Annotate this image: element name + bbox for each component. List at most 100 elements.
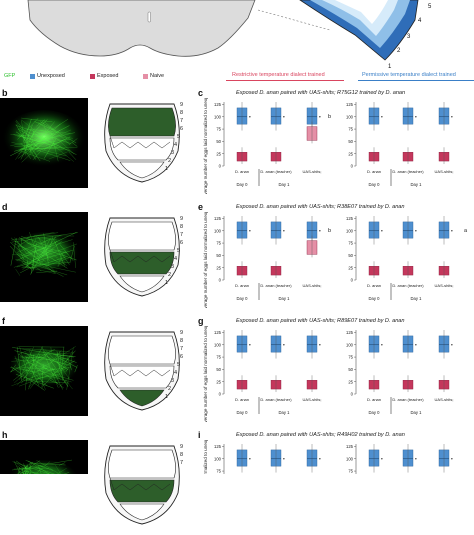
x-group-label: D. anan bbox=[367, 169, 381, 174]
chart-title: Exposed D. anan paired with UAS-shits; R… bbox=[236, 318, 405, 324]
day-label: Day 0 bbox=[237, 410, 249, 415]
significance-marker: • bbox=[415, 115, 417, 121]
significance-marker: • bbox=[451, 229, 453, 235]
day-label: Day 1 bbox=[411, 410, 423, 415]
panel-letter: i bbox=[198, 430, 201, 440]
x-group-label: D. anan bbox=[235, 169, 249, 174]
layer-number: 7 bbox=[180, 232, 183, 238]
y-tick-label: 125 bbox=[346, 216, 354, 221]
day-label: Day 1 bbox=[411, 182, 423, 187]
layer-number: 1 bbox=[165, 280, 168, 286]
x-group-label: D. anan bbox=[235, 397, 249, 402]
y-tick-label: 25 bbox=[216, 379, 221, 384]
x-group-label: UAS-shits; bbox=[303, 397, 322, 402]
layer-number: 2 bbox=[168, 386, 171, 392]
panel-letter: e bbox=[198, 202, 203, 212]
layer-number: 1 bbox=[165, 166, 168, 172]
chart-title: Exposed D. anan paired with UAS-shits; R… bbox=[236, 204, 405, 210]
layer-number: 8 bbox=[180, 110, 183, 116]
y-tick-label: 75 bbox=[216, 355, 221, 360]
y-tick-label: 0 bbox=[219, 392, 222, 397]
y-tick-label: 75 bbox=[216, 241, 221, 246]
y-tick-label: 25 bbox=[216, 265, 221, 270]
legend-swatch bbox=[90, 74, 95, 79]
y-tick-label: 125 bbox=[214, 216, 222, 221]
x-group-label: UAS-shits; bbox=[435, 169, 454, 174]
day-label: Day 0 bbox=[369, 296, 381, 301]
significance-marker: • bbox=[283, 115, 285, 121]
y-tick-label: 0 bbox=[219, 164, 222, 169]
day-label: Day 1 bbox=[279, 410, 291, 415]
panel-letter: d bbox=[2, 202, 8, 212]
layer-number: 6 bbox=[180, 240, 183, 246]
x-group-label: UAS-shits; bbox=[435, 397, 454, 402]
day-label: Day 1 bbox=[411, 296, 423, 301]
x-group-label: D. anan (teacher) bbox=[392, 169, 424, 174]
y-tick-label: 50 bbox=[348, 139, 353, 144]
y-axis-label: Average number of eggs laid normalized t… bbox=[203, 212, 208, 308]
layer-number: 8 bbox=[180, 338, 183, 344]
significance-marker: • bbox=[381, 115, 383, 121]
gfp-confocal-image bbox=[0, 440, 88, 474]
x-group-label: D. anan (teacher) bbox=[260, 169, 292, 174]
significance-marker: • bbox=[319, 115, 321, 121]
layer-number: 3 bbox=[171, 378, 174, 384]
y-tick-label: 25 bbox=[348, 151, 353, 156]
y-tick-label: 125 bbox=[214, 102, 222, 107]
layer-number: 2 bbox=[168, 272, 171, 278]
layer-number: 5 bbox=[177, 362, 180, 368]
legend-swatch bbox=[143, 74, 148, 79]
panel-letter: b bbox=[2, 88, 8, 98]
layer-number: 4 bbox=[174, 256, 177, 262]
brain-overview-diagram: 5 4 3 2 1 bbox=[0, 0, 474, 72]
layer-number: 9 bbox=[180, 102, 183, 108]
y-tick-label: 100 bbox=[346, 114, 354, 119]
significance-marker: • bbox=[249, 115, 251, 121]
header-permissive-line bbox=[358, 80, 474, 81]
significance-marker: • bbox=[319, 343, 321, 349]
y-tick-label: 100 bbox=[346, 228, 354, 233]
layer-number: 2 bbox=[168, 158, 171, 164]
significance-marker: • bbox=[283, 343, 285, 349]
box-plot-chart: Average number of eggs laid normalized t… bbox=[198, 326, 474, 422]
gfp-confocal-image bbox=[0, 212, 88, 302]
box-plot-chart: Average number of eggs laid normalized t… bbox=[198, 98, 474, 194]
gfp-confocal-image bbox=[0, 326, 88, 416]
y-tick-label: 125 bbox=[346, 444, 354, 449]
day-label: Day 0 bbox=[237, 182, 249, 187]
y-tick-label: 0 bbox=[351, 392, 354, 397]
significance-marker: • bbox=[451, 115, 453, 121]
layer-number: 3 bbox=[407, 34, 411, 40]
significance-marker: • bbox=[319, 457, 321, 463]
header-permissive: Permissive temperature dialect trained bbox=[362, 72, 456, 78]
y-tick-label: 100 bbox=[346, 456, 354, 461]
y-tick-label: 125 bbox=[214, 330, 222, 335]
significance-marker: • bbox=[249, 457, 251, 463]
gfp-signal bbox=[0, 98, 88, 188]
layer-number: 6 bbox=[180, 126, 183, 132]
significance-marker: • bbox=[415, 229, 417, 235]
gfp-signal bbox=[0, 440, 88, 474]
y-tick-label: 100 bbox=[214, 342, 222, 347]
day-label: Day 0 bbox=[369, 182, 381, 187]
significance-marker: • bbox=[283, 457, 285, 463]
x-group-label: UAS-shits; bbox=[303, 169, 322, 174]
significance-marker: • bbox=[249, 343, 251, 349]
chart-title: Exposed D. anan paired with UAS-shits; R… bbox=[236, 432, 405, 438]
layer-number: 8 bbox=[180, 452, 183, 458]
layer-number: 1 bbox=[165, 394, 168, 400]
box-plot-chart: Average number of eggs laid normalized t… bbox=[198, 212, 474, 308]
y-tick-label: 75 bbox=[348, 241, 353, 246]
legend-unexposed: Unexposed bbox=[30, 73, 65, 79]
legend-swatch bbox=[30, 74, 35, 79]
gfp-confocal-image bbox=[0, 98, 88, 188]
y-tick-label: 50 bbox=[216, 367, 221, 372]
layer-number: 7 bbox=[180, 346, 183, 352]
y-tick-label: 125 bbox=[214, 444, 222, 449]
chart-title: Exposed D. anan paired with UAS-shits; R… bbox=[236, 90, 405, 96]
x-group-label: UAS-shits; bbox=[435, 283, 454, 288]
layer-number: 2 bbox=[397, 48, 401, 54]
significance-marker: • bbox=[381, 457, 383, 463]
